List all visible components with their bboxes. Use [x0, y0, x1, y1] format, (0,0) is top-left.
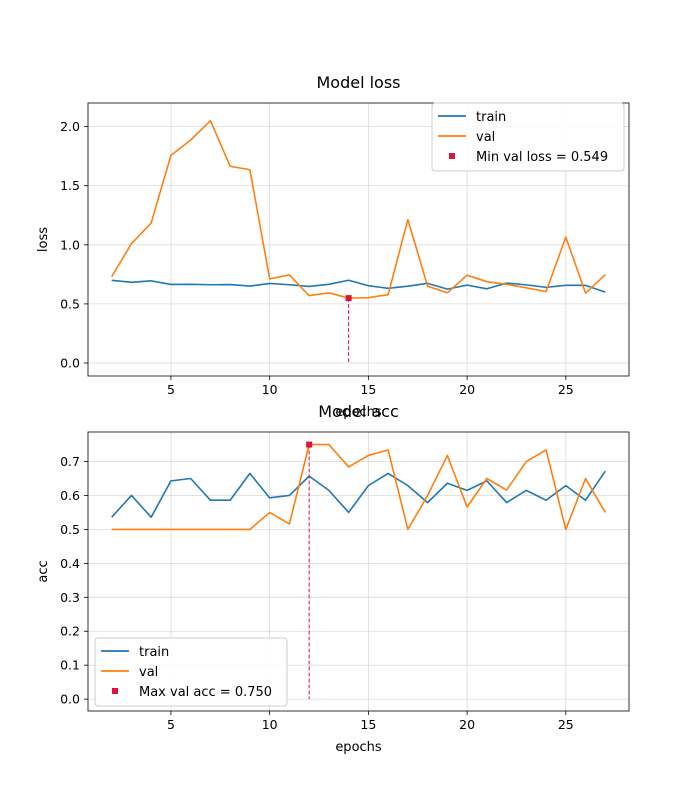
x-tick-label-3: 20 — [459, 717, 475, 732]
chart-panel-0: 5 10 15 20 25 0.0 0.5 1.0 1.5 2.0 Model loss epochs… — [36, 73, 630, 420]
marker-point — [306, 441, 313, 448]
plot-frame — [87, 102, 630, 377]
y-tick-label-1: 0.5 — [60, 296, 80, 311]
x-tick-label-4: 25 — [558, 382, 574, 397]
y-tick-label-4: 2.0 — [60, 119, 80, 134]
x-tick-label-0: 5 — [167, 717, 175, 732]
x-axis-label: epochs — [335, 405, 382, 420]
y-axis: 0.0 0.1 0.2 0.3 0.4 0.5 0.6 0.7 — [60, 454, 88, 707]
series-line-train — [111, 470, 606, 518]
series-line-val — [111, 119, 606, 299]
y-tick-label-3: 1.5 — [60, 178, 80, 193]
x-tick-label-1: 10 — [262, 382, 278, 397]
legend-label-train: train — [139, 645, 169, 660]
legend-label-train: train — [476, 110, 506, 125]
legend-swatch-marker — [449, 153, 455, 159]
x-axis-label: epochs — [335, 740, 382, 755]
x-tick-label-0: 5 — [167, 382, 175, 397]
legend-swatch-marker — [112, 688, 118, 694]
y-tick-label-4: 0.4 — [60, 556, 80, 571]
y-axis-label: loss — [36, 227, 51, 252]
x-axis: 5 10 15 20 25 — [167, 376, 574, 397]
legend-label-val: val — [139, 665, 158, 680]
legend-label-marker: Min val loss = 0.549 — [476, 150, 608, 165]
y-tick-label-1: 0.1 — [60, 658, 80, 673]
y-tick-label-0: 0.0 — [60, 356, 80, 371]
y-axis: 0.0 0.5 1.0 1.5 2.0 — [60, 119, 88, 371]
chart-title: Model loss — [316, 73, 400, 92]
legend-box — [431, 102, 625, 172]
x-tick-label-3: 20 — [459, 382, 475, 397]
x-tick-label-2: 15 — [360, 717, 376, 732]
y-tick-label-2: 1.0 — [60, 237, 80, 252]
x-tick-label-1: 10 — [262, 717, 278, 732]
legend: train val Max val acc = 0.750 — [94, 637, 288, 707]
legend: train val Min val loss = 0.549 — [431, 102, 625, 172]
y-tick-label-6: 0.6 — [60, 488, 80, 503]
x-tick-label-4: 25 — [558, 717, 574, 732]
y-tick-label-0: 0.0 — [60, 692, 80, 707]
series-line-val — [111, 443, 607, 531]
legend-label-val: val — [476, 130, 495, 145]
y-tick-label-2: 0.2 — [60, 624, 80, 639]
series-line-train — [111, 279, 606, 293]
y-axis-label: acc — [36, 560, 51, 582]
marker-point — [345, 295, 352, 302]
legend-box — [94, 637, 288, 707]
y-tick-label-5: 0.5 — [60, 522, 80, 537]
x-tick-label-2: 15 — [360, 382, 376, 397]
plot-frame — [87, 431, 630, 712]
y-tick-label-3: 0.3 — [60, 590, 80, 605]
chart-panel-1: 5 10 15 20 25 0.0 0.1 0.2 0.3 0.4 0.5 0.6 0.7 Model a… — [36, 402, 630, 755]
chart-title: Model acc — [318, 402, 399, 421]
y-tick-label-7: 0.7 — [60, 454, 80, 469]
x-axis: 5 10 15 20 25 — [167, 711, 574, 732]
legend-label-marker: Max val acc = 0.750 — [139, 685, 272, 700]
